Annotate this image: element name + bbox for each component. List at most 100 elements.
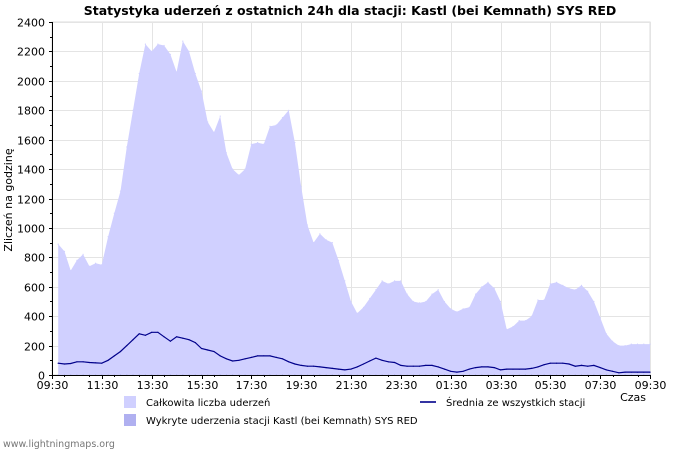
y-tick-label: 2400: [17, 17, 45, 30]
x-tick-label: 09:30: [37, 379, 69, 392]
line-point: [138, 333, 140, 335]
area-point: [169, 53, 171, 56]
area-point: [580, 284, 583, 286]
line-point: [169, 340, 171, 342]
area-point: [70, 270, 72, 272]
line-point: [325, 367, 327, 369]
y-tick-label: 2200: [17, 46, 45, 59]
area-point: [618, 345, 620, 347]
line-point: [543, 364, 545, 366]
line-point: [70, 362, 72, 365]
line-point: [394, 361, 396, 364]
line-point: [456, 371, 458, 373]
line-point: [82, 361, 84, 363]
area-point: [418, 302, 421, 304]
line-point: [506, 368, 508, 370]
area-point: [76, 259, 78, 261]
line-point: [194, 342, 196, 344]
line-point: [350, 368, 352, 370]
area-point: [238, 174, 240, 176]
line-point: [437, 366, 439, 368]
line-point: [331, 367, 333, 369]
line-point: [605, 369, 608, 371]
area-point: [562, 284, 564, 286]
area-point: [612, 340, 614, 342]
line-point: [624, 371, 626, 373]
area-point: [138, 72, 140, 75]
line-point: [207, 349, 209, 351]
area-point: [537, 299, 539, 301]
area-point: [481, 286, 483, 288]
line-point: [481, 366, 483, 368]
line-point: [493, 367, 495, 369]
line-point: [387, 361, 389, 363]
area-point: [456, 311, 458, 313]
area-point: [144, 43, 146, 45]
area-point: [313, 242, 315, 244]
area-point: [331, 242, 333, 244]
x-tick-label: 23:30: [386, 379, 418, 392]
line-point: [294, 363, 296, 365]
legend-label-3: Średnia ze wszystkich stacji: [446, 396, 585, 409]
line-point: [562, 362, 564, 364]
line-point: [599, 367, 601, 369]
average-line: [58, 331, 650, 374]
line-point: [144, 334, 146, 336]
area-point: [288, 109, 290, 111]
area-point: [499, 300, 502, 303]
y-tick-label: 400: [24, 311, 45, 324]
area-point: [605, 333, 608, 335]
area-point: [350, 300, 352, 303]
line-point: [306, 365, 308, 367]
line-point: [95, 362, 97, 364]
area-point: [300, 186, 302, 188]
area-point: [362, 306, 365, 308]
area-point: [207, 121, 209, 123]
area-point: [394, 280, 396, 282]
line-point: [88, 361, 90, 364]
line-point: [288, 361, 290, 363]
area-point: [356, 312, 358, 314]
area-point: [412, 300, 414, 303]
area-point: [506, 328, 508, 330]
x-tick-label: 13:30: [137, 379, 169, 392]
area-point: [107, 236, 109, 238]
area-point: [512, 325, 514, 328]
area-point: [275, 124, 277, 126]
area-point: [269, 125, 271, 127]
line-point: [225, 358, 227, 360]
area-point: [213, 131, 215, 133]
legend-label-1: Całkowita liczba uderzeń: [146, 397, 270, 409]
line-point: [369, 360, 371, 362]
x-tick-label: 07:30: [585, 379, 617, 392]
area-point: [518, 320, 520, 322]
line-point: [487, 366, 489, 368]
area-point: [319, 233, 321, 235]
line-point: [300, 364, 302, 366]
area-point: [487, 281, 489, 283]
area-point: [57, 243, 59, 245]
line-point: [257, 355, 259, 357]
line-point: [475, 367, 477, 369]
footer-credit: www.lightningmaps.org: [3, 439, 115, 450]
area-point: [543, 299, 545, 301]
area-point: [132, 109, 134, 111]
area-point: [524, 320, 527, 322]
area-point: [232, 168, 234, 170]
area-point: [437, 289, 439, 291]
area-point: [344, 280, 346, 282]
area-point: [337, 259, 340, 261]
area-point: [281, 117, 284, 119]
x-tick-label: 21:30: [336, 379, 368, 392]
line-point: [213, 350, 215, 353]
line-point: [518, 368, 520, 370]
area-point: [119, 190, 122, 192]
line-point: [431, 364, 433, 366]
line-point: [263, 355, 265, 357]
line-point: [313, 365, 315, 367]
area-point: [593, 300, 595, 303]
line-point: [524, 368, 527, 370]
area-point: [182, 40, 184, 42]
area-point: [225, 152, 227, 154]
